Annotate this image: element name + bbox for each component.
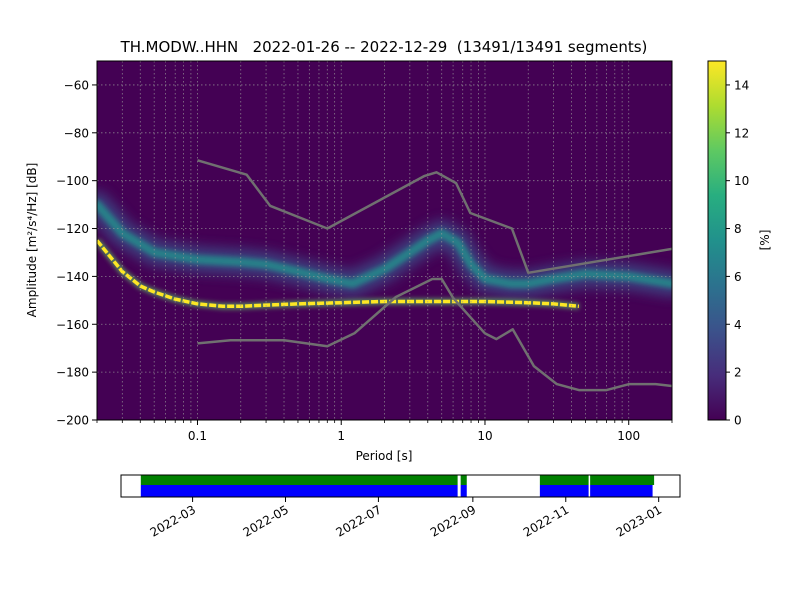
timeline-bar-blue <box>140 485 458 497</box>
colorbar-tick-label: 4 <box>734 318 742 332</box>
timeline-bar-green <box>539 475 589 485</box>
x-axis: 0.1 1 10 100 <box>96 420 673 443</box>
chart-title: TH.MODW..HHN 2022-01-26 -- 2022-12-29 (1… <box>120 38 648 56</box>
timeline-bar-blue <box>590 485 653 497</box>
x-tick-label: 0.1 <box>188 429 207 443</box>
colorbar-tick-label: 10 <box>734 174 749 188</box>
noise-model-curves <box>197 159 672 392</box>
colorbar-tick-label: 14 <box>734 78 749 92</box>
timeline-bar-green <box>590 475 655 485</box>
y-tick-label: −120 <box>56 222 89 236</box>
timeline-tick-label: 2023-01 <box>614 502 664 539</box>
y-tick-label: −100 <box>56 174 89 188</box>
colorbar-tick-label: 2 <box>734 366 742 380</box>
x-tick-label: 100 <box>617 429 640 443</box>
timeline-frame <box>120 474 681 498</box>
high-noise-model-line <box>197 159 672 275</box>
x-axis-label: Period [s] <box>356 449 413 463</box>
colorbar-tick-label: 0 <box>734 414 742 428</box>
timeline-axis: 2022-03 2022-05 2022-07 2022-09 2022-11 2023-… <box>148 497 664 540</box>
timeline-bar-green <box>140 475 458 485</box>
heatmap-layer <box>97 61 672 420</box>
timeline-bar-blue <box>460 485 467 497</box>
timeline-tick-label: 2022-05 <box>241 502 291 539</box>
colorbar: 0 2 4 6 8 10 12 14 [%] <box>707 60 772 428</box>
heatmap-background <box>97 61 672 420</box>
y-tick-label: −200 <box>56 414 89 428</box>
timeline-bar-blue <box>539 485 589 497</box>
y-axis-label: Amplitude [m²/s⁴/Hz] [dB] <box>25 163 39 318</box>
y-tick-label: −80 <box>64 126 89 140</box>
colorbar-gradient <box>707 60 727 421</box>
timeline-tick-label: 2022-09 <box>428 502 478 539</box>
colorbar-tick-label: 6 <box>734 270 742 284</box>
y-tick-label: −180 <box>56 366 89 380</box>
timeline-tick-label: 2022-11 <box>521 502 571 539</box>
timeline-bar-green <box>460 475 467 485</box>
colorbar-ticks: 0 2 4 6 8 10 12 14 <box>726 78 749 428</box>
colorbar-label: [%] <box>758 230 772 251</box>
x-tick-label: 1 <box>337 429 345 443</box>
colorbar-tick-label: 8 <box>734 222 742 236</box>
y-tick-label: −160 <box>56 318 89 332</box>
y-tick-label: −140 <box>56 270 89 284</box>
colorbar-tick-label: 12 <box>734 126 749 140</box>
data-availability-timeline: 2022-03 2022-05 2022-07 2022-09 2022-11 2023-… <box>120 474 681 540</box>
noise-spread-band <box>97 191 672 297</box>
timeline-tick-label: 2022-03 <box>148 502 198 539</box>
timeline-bars <box>140 475 655 497</box>
noise-spread-core <box>97 200 672 289</box>
low-noise-model-line <box>197 277 672 392</box>
x-tick-label: 10 <box>477 429 492 443</box>
y-tick-label: −60 <box>64 78 89 92</box>
y-axis: −200 −180 −160 −140 −120 −100 −80 −60 <box>56 78 97 428</box>
timeline-tick-label: 2022-07 <box>333 502 383 539</box>
